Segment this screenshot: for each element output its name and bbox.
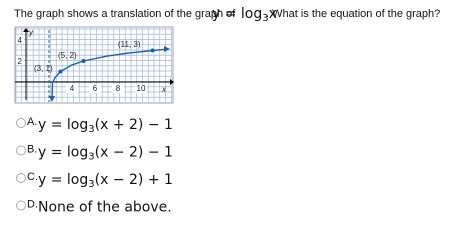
radio-button[interactable]	[16, 118, 26, 128]
point-label: (11, 3)	[118, 40, 141, 49]
axis-arrow	[23, 28, 29, 32]
option-equation: y = log3(x − 2) + 1	[38, 172, 173, 190]
eq-arg: (x − 2) + 1	[95, 172, 173, 188]
question-text: The graph shows a translation of the gra…	[14, 8, 236, 20]
radio-button[interactable]	[16, 200, 26, 211]
y-tick-label: 4	[18, 36, 23, 45]
option-letter: B.	[27, 144, 37, 156]
tick-bg	[89, 84, 101, 93]
tick-bg	[112, 84, 124, 93]
point-label: (5, 2)	[58, 51, 77, 60]
eq-log: y = log	[38, 145, 88, 161]
curve	[51, 48, 165, 101]
eq-arg: (x + 2) − 1	[95, 117, 173, 133]
x-axis-label: x	[161, 85, 167, 94]
eq-base: 3	[88, 152, 94, 163]
option-equation: y = log3(x − 2) − 1	[38, 145, 173, 163]
eq-base: 3	[88, 179, 94, 190]
x-tick-label: 4	[70, 84, 75, 93]
tick-labels: 4 6 8 10 2 4	[16, 35, 147, 93]
curve-arrow	[49, 96, 55, 102]
option-letter: C.	[27, 171, 38, 183]
eq-log: y = log	[38, 117, 88, 133]
eq-log: y = log	[38, 172, 88, 188]
tick-bg	[16, 56, 24, 65]
curve-arrow	[164, 46, 170, 52]
point	[81, 59, 86, 63]
x-tick-label: 10	[137, 84, 146, 93]
point-label: (3, 1)	[34, 64, 53, 73]
point	[150, 48, 155, 53]
tick-bg	[135, 84, 147, 93]
graph: (3, 1) (5, 2) (11, 3) y x 4 6 8 10 2 4	[14, 26, 174, 104]
axis-arrow	[170, 79, 174, 85]
question-function: y = log3x	[212, 6, 277, 24]
option-text: None of the above.	[38, 200, 172, 216]
page: The graph shows a translation of the gra…	[14, 6, 440, 216]
option-letter: D.	[27, 199, 38, 211]
options: A. y = log3(x + 2) − 1B. y = log3(x − 2) −…	[16, 116, 173, 216]
x-tick-label: 8	[116, 84, 121, 93]
fn-base: 3	[262, 13, 268, 24]
fn-arg: x	[269, 6, 277, 22]
option-equation: y = log3(x + 2) − 1	[38, 117, 173, 135]
option-letter: A.	[27, 116, 37, 128]
eq-base: 3	[88, 124, 94, 135]
eq-arg: (x − 2) − 1	[95, 145, 173, 161]
fn-log: y = log	[212, 6, 262, 22]
tick-bg	[66, 84, 78, 93]
x-tick-label: 6	[93, 84, 98, 93]
question-text: . What is the equation of the graph?	[266, 8, 440, 20]
y-tick-label: 2	[18, 57, 23, 66]
radio-button[interactable]	[16, 173, 26, 183]
y-axis-label: y	[28, 28, 34, 37]
point	[58, 69, 63, 74]
tick-bg	[16, 35, 24, 44]
radio-button[interactable]	[16, 145, 26, 156]
